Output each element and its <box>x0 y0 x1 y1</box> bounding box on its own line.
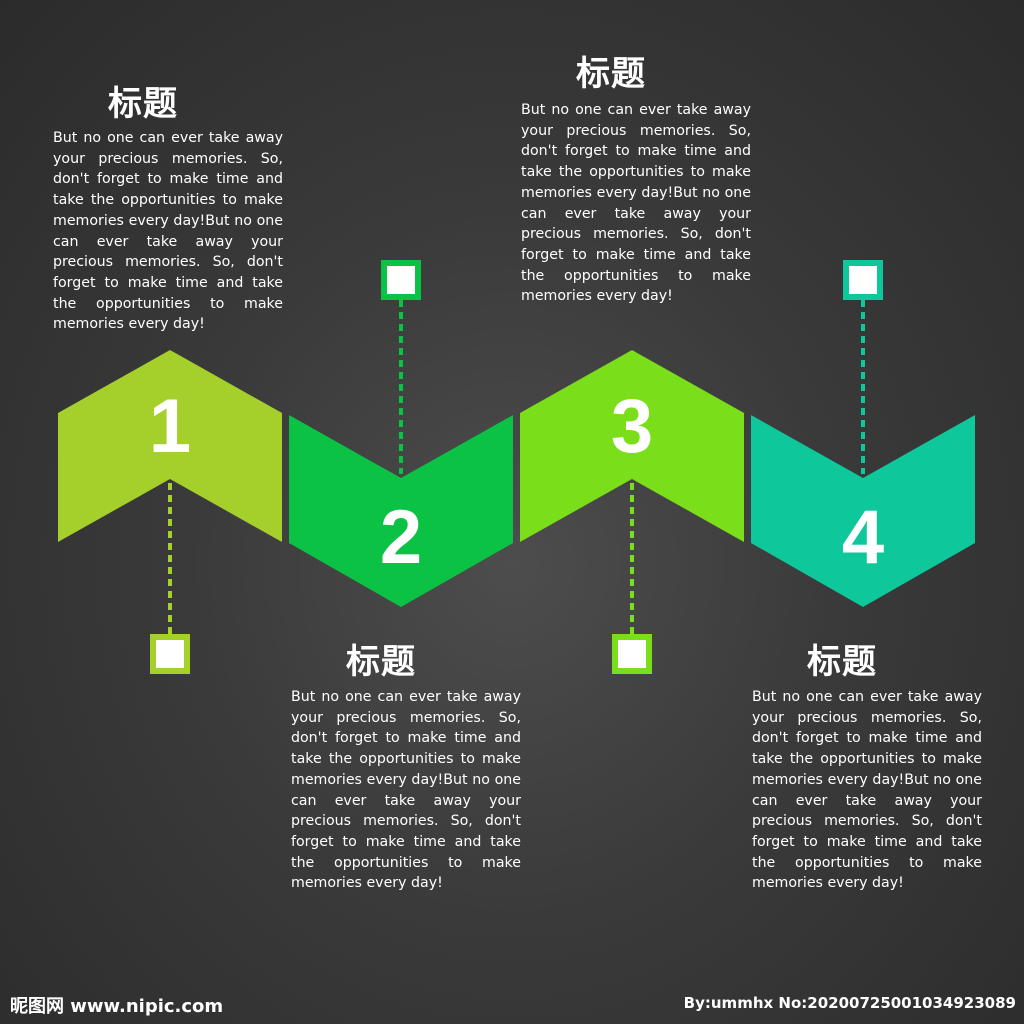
step-4-title: 标题 <box>807 642 877 682</box>
step-1-chevron <box>58 350 282 542</box>
credit-text: By:ummhx No:20200725001034923089 <box>683 994 1016 1012</box>
step-3-description: But no one can ever take away your preci… <box>521 102 751 305</box>
step-2-title: 标题 <box>346 642 416 682</box>
step-4-marker <box>843 260 883 300</box>
step-2-number: 2 <box>379 495 423 580</box>
step-2-marker <box>381 260 421 300</box>
step-2-chevron <box>289 415 513 607</box>
step-3-marker <box>612 634 652 674</box>
step-1-marker <box>150 634 190 674</box>
step-1-title: 标题 <box>108 84 178 124</box>
step-4-description: But no one can ever take away your preci… <box>752 689 982 892</box>
step-3-title: 标题 <box>576 54 646 94</box>
step-4-chevron <box>751 415 975 607</box>
step-1-number: 1 <box>148 384 192 469</box>
step-4-number: 4 <box>841 495 885 580</box>
step-3-number: 3 <box>610 384 654 469</box>
step-1-description: But no one can ever take away your preci… <box>53 130 283 333</box>
step-2-description: But no one can ever take away your preci… <box>291 689 521 892</box>
watermark-text: 昵图网 www.nipic.com <box>10 996 224 1017</box>
step-3-chevron <box>520 350 744 542</box>
